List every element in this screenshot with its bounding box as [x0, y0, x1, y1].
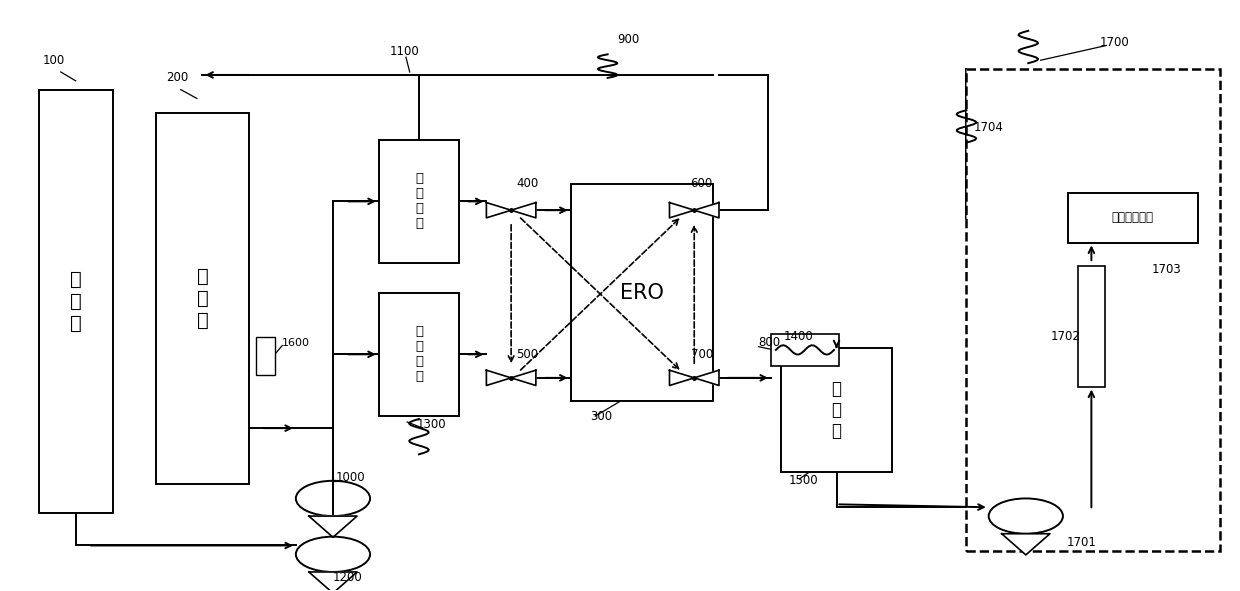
Text: 1300: 1300 [417, 418, 446, 431]
Polygon shape [511, 370, 536, 385]
Text: 1700: 1700 [1100, 36, 1130, 49]
Text: 400: 400 [516, 177, 538, 190]
Text: 1702: 1702 [1050, 330, 1080, 343]
Text: 1000: 1000 [336, 472, 365, 485]
Text: 过
滤
单
元: 过 滤 单 元 [415, 173, 423, 230]
Text: 1704: 1704 [973, 121, 1003, 134]
Text: 200: 200 [166, 72, 188, 85]
Text: 1200: 1200 [334, 571, 363, 584]
Text: 700: 700 [691, 348, 713, 361]
Bar [156, 113, 249, 483]
Text: 原
水
筱: 原 水 筱 [69, 270, 82, 333]
Bar [1078, 266, 1105, 387]
Polygon shape [1002, 534, 1050, 555]
Text: 1100: 1100 [389, 45, 419, 58]
Bar [781, 349, 893, 472]
Polygon shape [694, 370, 719, 385]
Polygon shape [309, 516, 357, 537]
Polygon shape [511, 203, 536, 218]
Text: 100: 100 [42, 54, 64, 67]
Text: 800: 800 [759, 336, 781, 349]
Text: ERO: ERO [620, 282, 663, 303]
Text: 500: 500 [516, 348, 538, 361]
Polygon shape [670, 370, 694, 385]
Polygon shape [670, 203, 694, 218]
Text: 300: 300 [590, 410, 613, 423]
Text: 1701: 1701 [1066, 536, 1096, 549]
Text: 900: 900 [618, 33, 640, 46]
Text: 水汽分离机构: 水汽分离机构 [1112, 211, 1154, 224]
Text: 1400: 1400 [784, 330, 813, 343]
Polygon shape [309, 572, 357, 591]
Text: 1500: 1500 [789, 475, 818, 488]
Bar [771, 334, 839, 366]
Text: 1600: 1600 [283, 337, 310, 348]
Bar [257, 337, 275, 375]
Bar [1068, 193, 1198, 242]
Polygon shape [694, 203, 719, 218]
Bar [966, 69, 1220, 551]
Bar [378, 139, 459, 263]
Text: 过
滤
单
元: 过 滤 单 元 [415, 325, 423, 384]
Polygon shape [486, 203, 511, 218]
Bar [38, 90, 113, 513]
Bar [570, 184, 713, 401]
Bar [378, 293, 459, 416]
Text: 1703: 1703 [1152, 262, 1182, 275]
Text: 600: 600 [691, 177, 713, 190]
Text: 浓
水
筱: 浓 水 筱 [197, 267, 208, 330]
Polygon shape [486, 370, 511, 385]
Text: 纯
水
筱: 纯 水 筱 [832, 381, 842, 440]
